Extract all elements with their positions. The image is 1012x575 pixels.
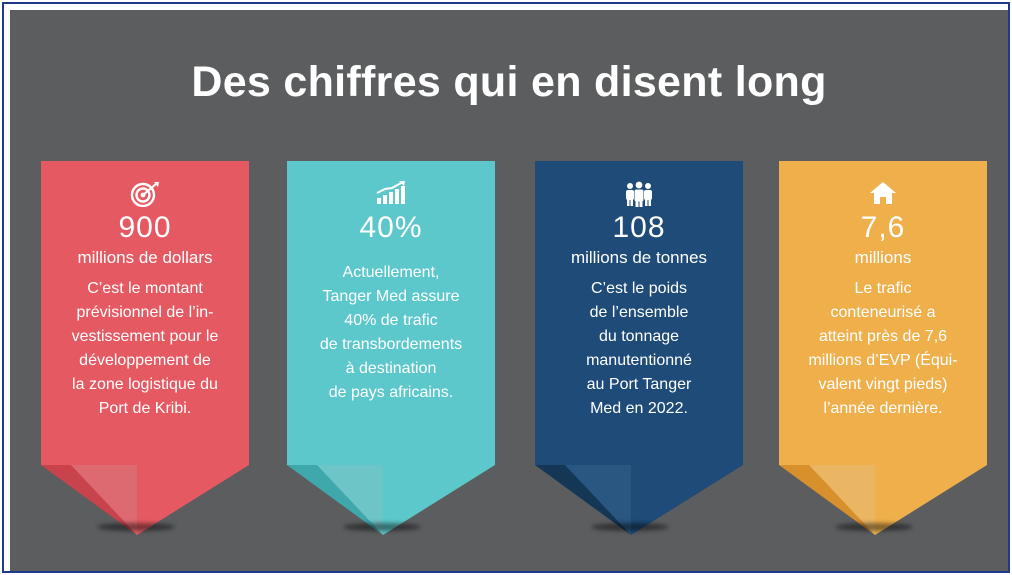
page-title: Des chiffres qui en disent long bbox=[191, 58, 827, 106]
stat-unit: millions bbox=[854, 248, 912, 267]
target-icon bbox=[41, 161, 249, 209]
stat-card-container-traffic: 7,6 millions Le trafic conteneurisé a at… bbox=[779, 161, 987, 535]
stat-card-panel: 7,6 millions Le trafic conteneurisé a at… bbox=[779, 161, 987, 465]
stat-card-tonnage: 108 millions de tonnes C’est le poids de… bbox=[535, 161, 743, 535]
stat-description: C’est le poids de l’ensemble du tonnage … bbox=[586, 280, 692, 417]
stat-card-panel: 108 millions de tonnes C’est le poids de… bbox=[535, 161, 743, 465]
stat-description: Le trafic conteneurisé a atteint près de… bbox=[808, 280, 958, 417]
house-icon bbox=[779, 161, 987, 209]
stat-value: 7,6 bbox=[860, 211, 906, 244]
stat-description: C’est le montant prévisionnel de l’in- v… bbox=[71, 280, 219, 417]
ribbon-tail bbox=[41, 465, 249, 535]
ribbon-tail bbox=[287, 465, 495, 535]
infographic-board: Des chiffres qui en disent long 900 mill… bbox=[10, 10, 1008, 571]
stat-card-panel: 900 millions de dollars C’est le montant… bbox=[41, 161, 249, 465]
ribbon-shadow bbox=[97, 523, 175, 531]
ribbon-shadow bbox=[343, 523, 421, 531]
stat-unit: millions de dollars bbox=[77, 248, 213, 267]
stat-description: Actuellement, Tanger Med assure 40% de t… bbox=[319, 264, 463, 401]
ribbon-tail bbox=[535, 465, 743, 535]
stat-card-transshipment: 40% Actuellement, Tanger Med assure 40% … bbox=[287, 161, 495, 535]
stat-unit: millions de tonnes bbox=[570, 248, 708, 267]
ribbon-tail bbox=[779, 465, 987, 535]
stat-value: 108 bbox=[612, 211, 666, 244]
people-group-icon bbox=[535, 161, 743, 209]
stat-card-panel: 40% Actuellement, Tanger Med assure 40% … bbox=[287, 161, 495, 465]
ribbon-shadow bbox=[835, 523, 913, 531]
ribbon-shadow bbox=[591, 523, 669, 531]
stat-value: 40% bbox=[359, 211, 423, 244]
bar-growth-icon bbox=[287, 161, 495, 209]
stat-unit bbox=[287, 247, 495, 253]
stat-value: 900 bbox=[118, 211, 172, 244]
stat-card-investment: 900 millions de dollars C’est le montant… bbox=[41, 161, 249, 535]
